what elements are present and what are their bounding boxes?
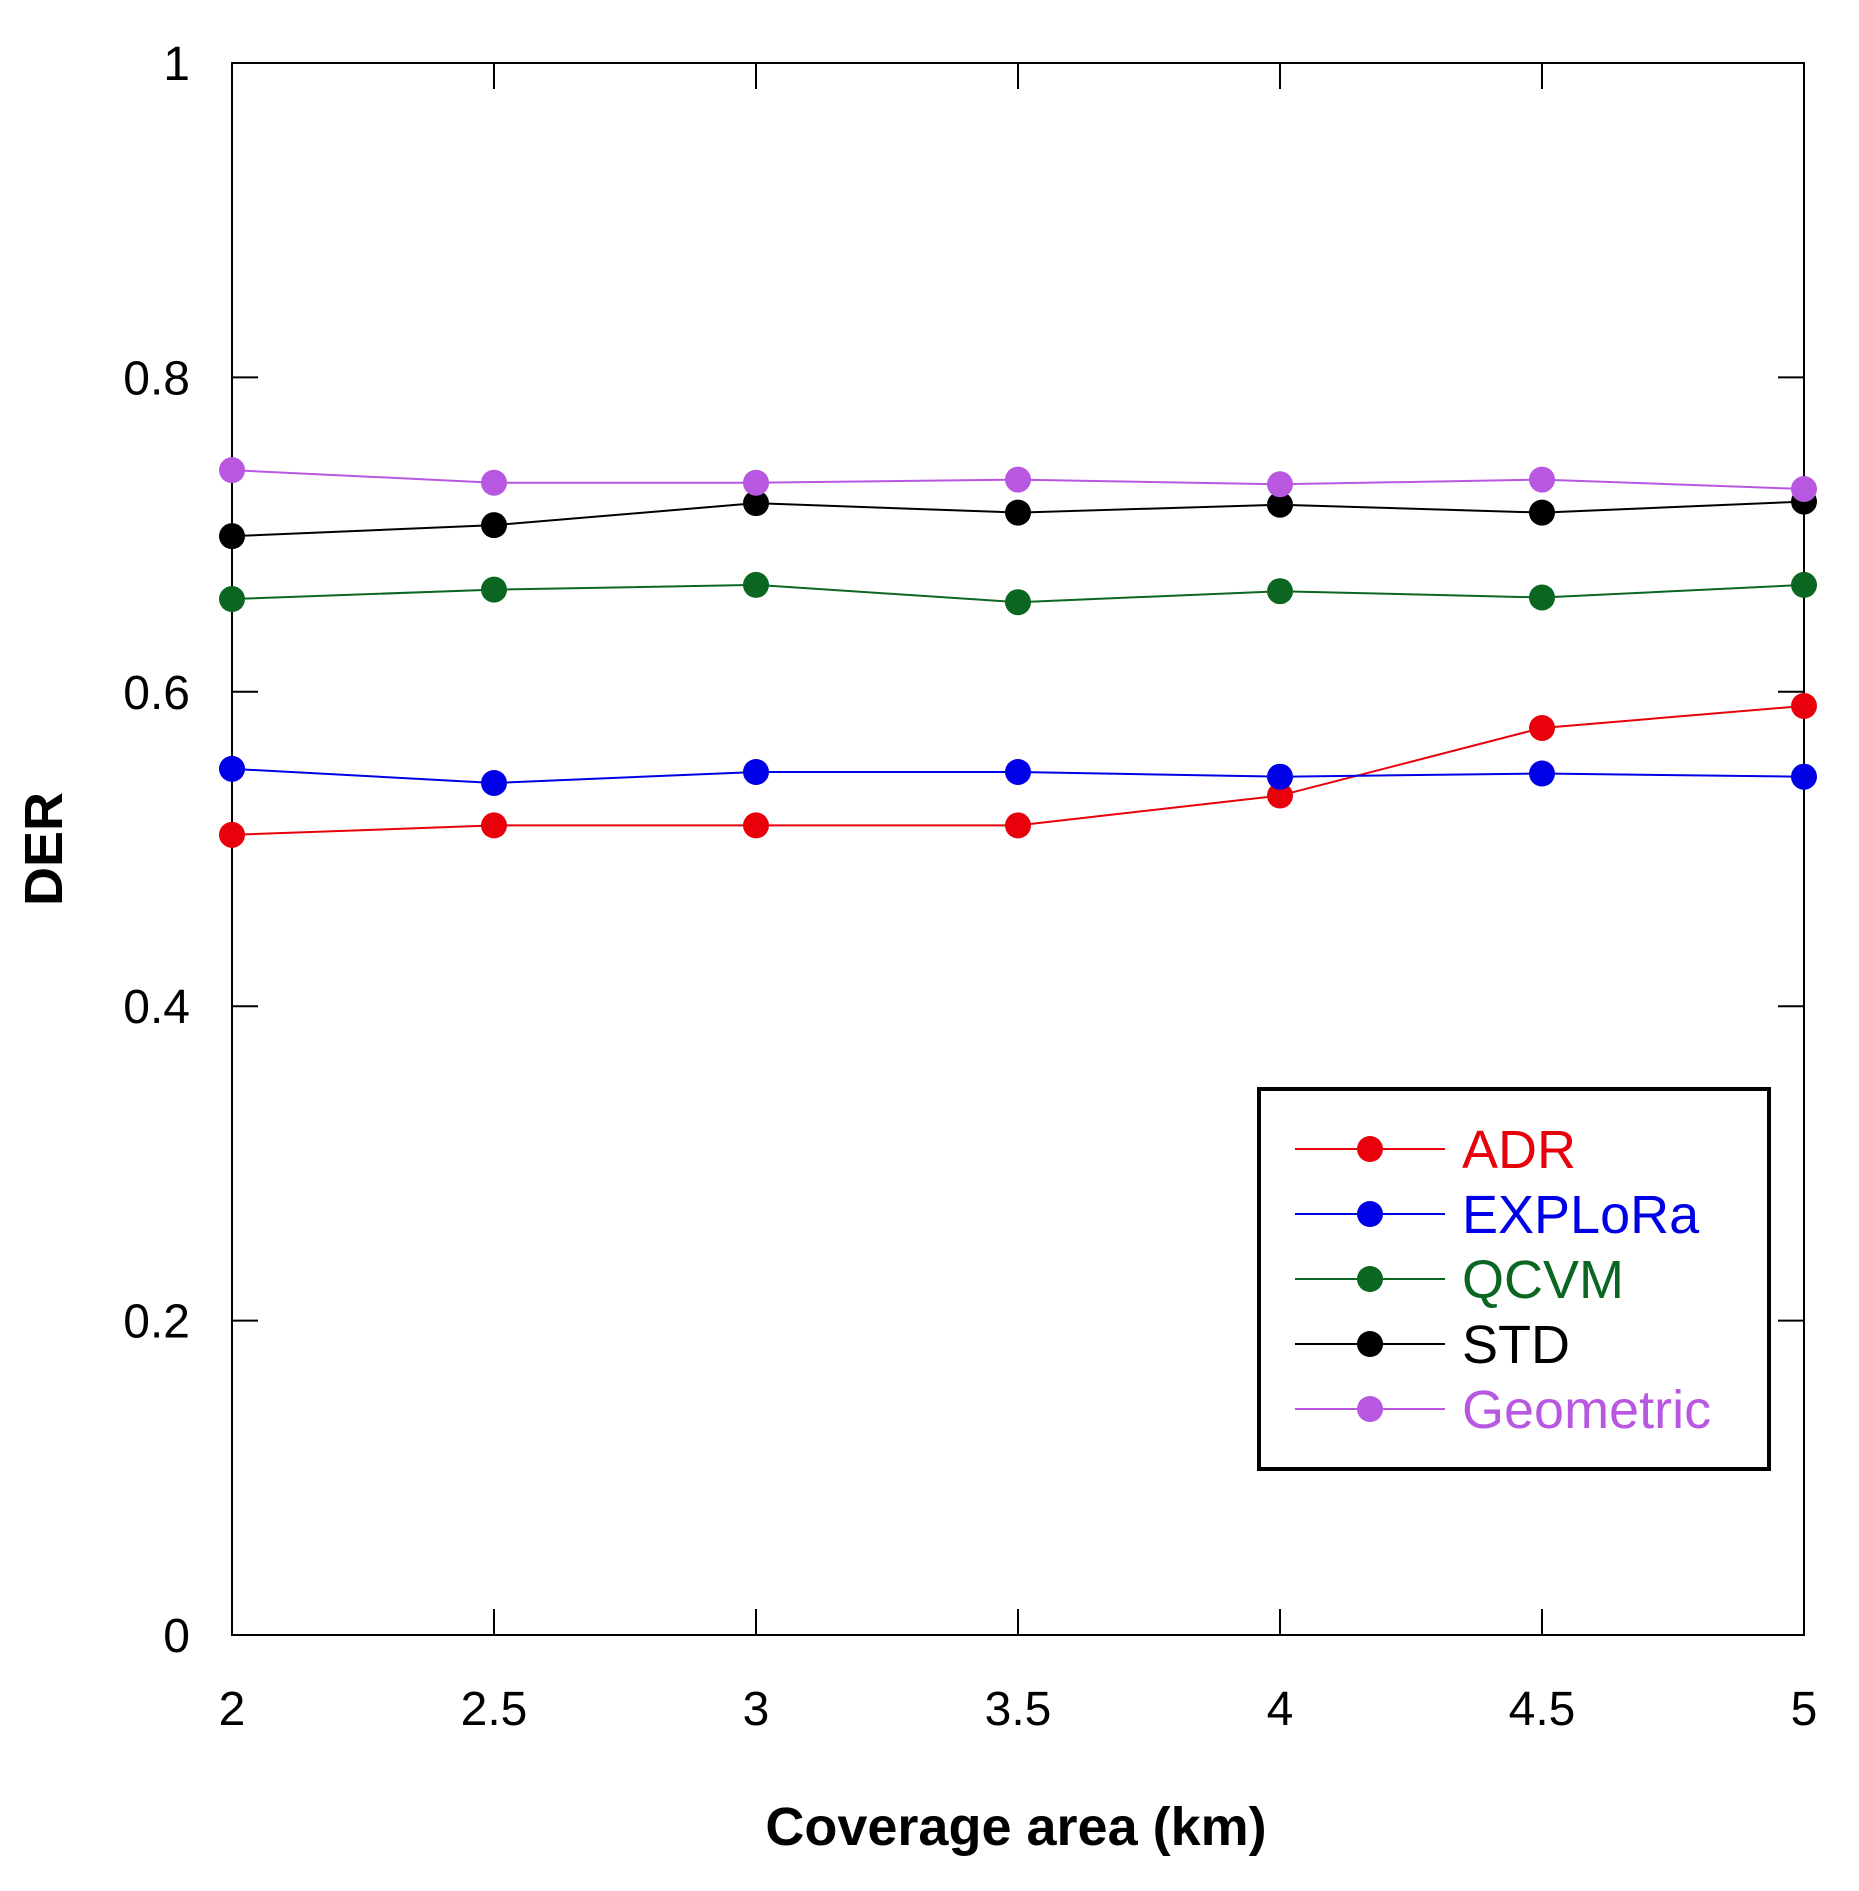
data-point [219, 586, 245, 613]
x-tick-label: 4 [1267, 1683, 1294, 1736]
legend-marker [1357, 1136, 1383, 1162]
data-point [1005, 499, 1031, 526]
legend-label: QCVM [1462, 1250, 1624, 1310]
legend-label: ADR [1462, 1120, 1576, 1180]
y-tick-label: 0.4 [123, 981, 190, 1034]
data-point [1267, 491, 1293, 518]
legend-label: EXPLoRa [1462, 1185, 1700, 1245]
data-point [1791, 571, 1817, 598]
series-layer [219, 457, 1817, 848]
data-point [1267, 763, 1293, 790]
y-tick-label: 1 [163, 38, 190, 91]
x-tick-label: 3 [743, 1683, 770, 1736]
data-point [743, 758, 769, 785]
data-point [743, 490, 769, 517]
legend-marker [1357, 1266, 1383, 1292]
legend-item: EXPLoRa [1295, 1185, 1700, 1245]
legend-marker [1357, 1331, 1383, 1357]
x-tick-label: 5 [1791, 1683, 1818, 1736]
data-point [219, 755, 245, 782]
data-point [481, 469, 507, 496]
data-point [219, 523, 245, 550]
data-point [1005, 589, 1031, 616]
data-point [1267, 471, 1293, 498]
data-point [1529, 584, 1555, 611]
x-tick-label: 3.5 [985, 1683, 1052, 1736]
data-point [481, 769, 507, 796]
data-point [743, 571, 769, 598]
axis-ticks [231, 62, 1805, 1636]
legend-marker [1357, 1396, 1383, 1422]
legend-label: STD [1462, 1315, 1570, 1375]
series-std [219, 488, 1817, 550]
legend-item: STD [1295, 1315, 1570, 1375]
data-point [219, 457, 245, 484]
y-axis-title: DER [14, 792, 74, 906]
series-geometric [219, 457, 1817, 503]
data-point [743, 812, 769, 839]
y-tick-labels: 0 0.2 0.4 0.6 0.8 1 [123, 38, 190, 1663]
data-point [1267, 578, 1293, 605]
y-tick-label: 0.2 [123, 1296, 190, 1349]
data-point [1791, 692, 1817, 719]
legend-marker [1357, 1201, 1383, 1227]
data-point [1005, 812, 1031, 839]
data-point [1791, 476, 1817, 503]
data-point [481, 576, 507, 603]
x-tick-label: 2 [219, 1683, 246, 1736]
x-axis-title: Coverage area (km) [765, 1797, 1266, 1857]
data-point [219, 821, 245, 848]
series-qcvm [219, 571, 1817, 616]
y-tick-label: 0.6 [123, 667, 190, 720]
legend-label: Geometric [1462, 1380, 1711, 1440]
y-tick-label: 0 [163, 1610, 190, 1663]
data-point [1529, 499, 1555, 526]
data-point [481, 812, 507, 839]
data-point [743, 469, 769, 496]
data-point [1005, 466, 1031, 493]
data-point [1005, 758, 1031, 785]
x-tick-label: 4.5 [1509, 1683, 1576, 1736]
y-tick-label: 0.8 [123, 352, 190, 405]
series-explora [219, 755, 1817, 796]
data-point [1529, 760, 1555, 787]
data-point [1267, 782, 1293, 809]
series-adr [219, 692, 1817, 848]
data-point [1529, 714, 1555, 741]
data-point [1529, 466, 1555, 493]
x-tick-labels: 2 2.5 3 3.5 4 4.5 5 [219, 1683, 1818, 1736]
legend-item: Geometric [1295, 1380, 1711, 1440]
x-tick-label: 2.5 [461, 1683, 528, 1736]
legend-item: QCVM [1295, 1250, 1624, 1310]
data-point [481, 512, 507, 539]
data-point [1791, 763, 1817, 790]
legend-item: ADR [1295, 1120, 1576, 1180]
